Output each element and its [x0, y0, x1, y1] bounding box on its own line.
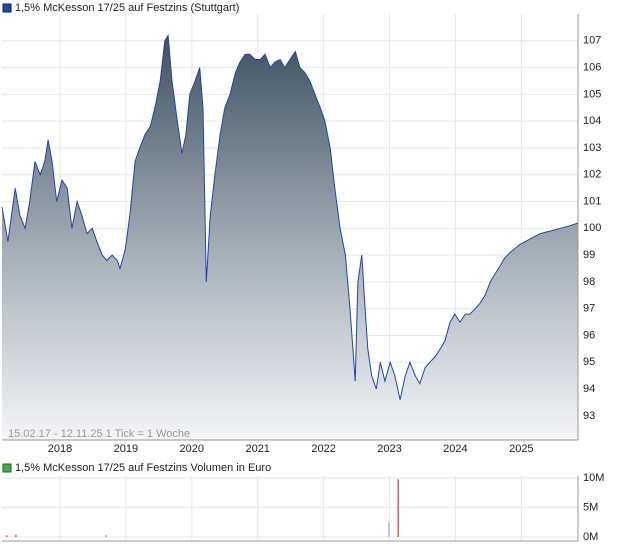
y-tick-label: 95: [583, 356, 595, 368]
y-tick-label: 10M: [583, 472, 604, 484]
legend-label: 1,5% McKesson 17/25 auf Festzins Volumen…: [15, 462, 271, 474]
y-tick-label: 102: [583, 169, 601, 181]
y-tick-label: 101: [583, 195, 601, 207]
y-tick-label: 97: [583, 303, 595, 315]
y-tick-label: 5M: [583, 501, 598, 513]
y-tick-label: 0M: [583, 531, 598, 543]
price-panel: 93 94 95 96 97 98 99 100 101 102 103 104 105 106 107 20…: [1, 14, 601, 455]
price-line: [1, 33, 579, 400]
volume-bar: [105, 535, 107, 537]
volume-panel: 0M 5M 10M: [2, 472, 604, 543]
x-tick-label: 2023: [377, 443, 401, 455]
legend-swatch: [2, 463, 12, 473]
x-tick-label: 2019: [114, 443, 138, 455]
y-tick-label: 107: [583, 35, 601, 47]
y-tick-label: 105: [583, 88, 601, 100]
y-tick-label: 99: [583, 249, 595, 261]
y-tick-label: 104: [583, 115, 601, 127]
x-tick-label: 2018: [48, 443, 72, 455]
y-tick-label: 94: [583, 383, 595, 395]
x-tick-label: 2024: [443, 443, 467, 455]
y-tick-label: 98: [583, 276, 595, 288]
volume-bar: [6, 535, 8, 537]
x-tick-label: 2021: [245, 443, 269, 455]
plot-area: [2, 476, 578, 541]
y-tick-label: 103: [583, 142, 601, 154]
y-tick-label: 100: [583, 222, 601, 234]
volume-bar: [15, 534, 17, 537]
x-tick-label: 2022: [311, 443, 335, 455]
x-tick-label: 2020: [180, 443, 204, 455]
y-tick-label: 106: [583, 61, 601, 73]
legend-label: 1,5% McKesson 17/25 auf Festzins (Stuttg…: [15, 2, 239, 14]
y-tick-label: 96: [583, 329, 595, 341]
legend-swatch: [2, 3, 12, 13]
x-tick-label: 2025: [509, 443, 533, 455]
footnote: 15.02.17 - 12.11.25 1 Tick = 1 Woche: [8, 428, 190, 440]
watermark: ECK: [342, 226, 391, 251]
volume-bar: [397, 479, 399, 537]
volume-bar: [388, 522, 390, 537]
area-fill: [2, 35, 578, 441]
y-tick-label: 93: [583, 410, 595, 422]
